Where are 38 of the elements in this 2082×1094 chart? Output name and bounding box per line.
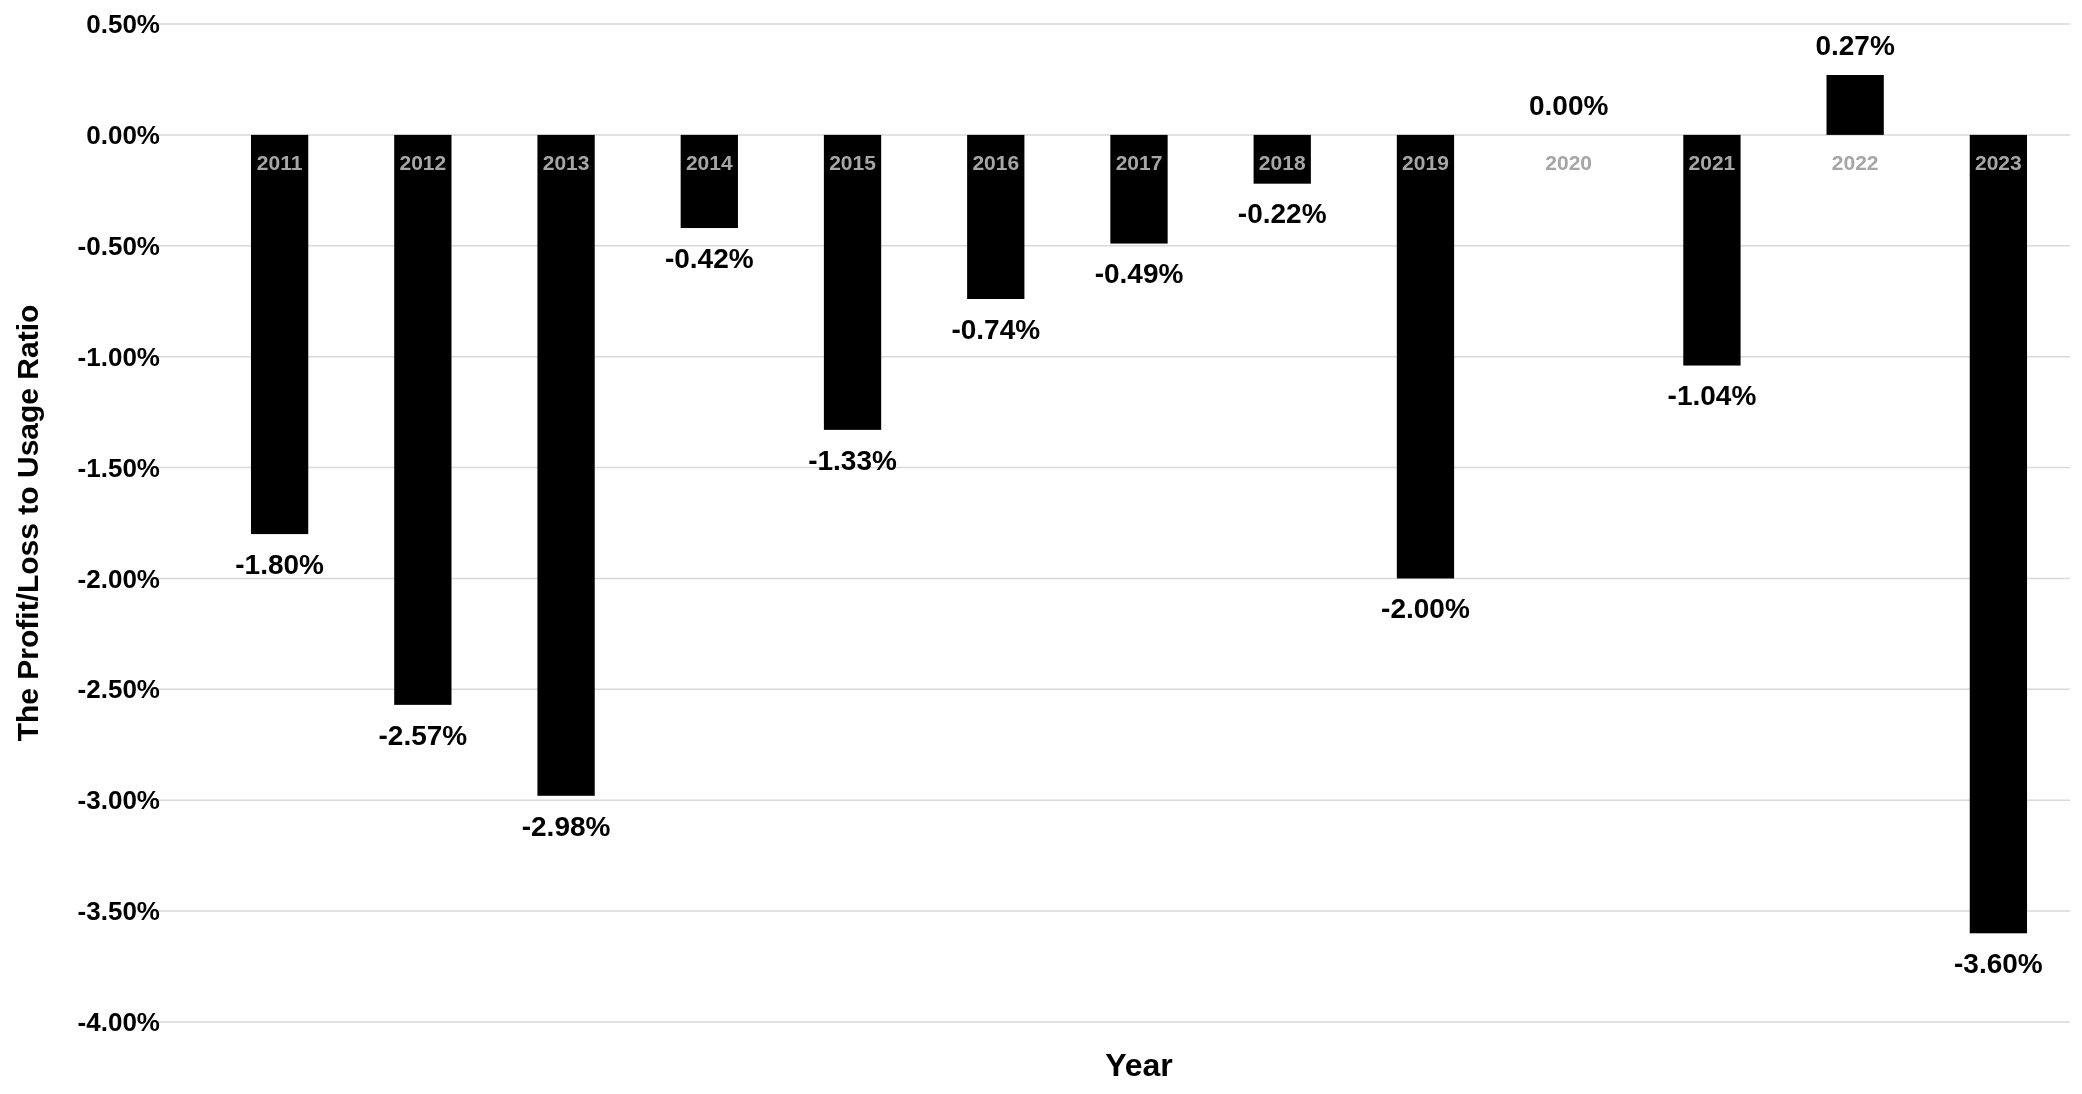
x-tick-label: 2021: [1688, 151, 1736, 175]
data-label: -1.33%: [808, 444, 897, 476]
data-label: 0.00%: [1528, 89, 1609, 121]
y-tick-label: -2.50%: [77, 674, 160, 705]
y-axis-title: The Profit/Loss to Usage Ratio: [11, 304, 44, 742]
x-tick-label: 2012: [399, 151, 447, 175]
y-tick-label: -0.50%: [77, 230, 160, 261]
x-tick-label: 2015: [829, 151, 877, 175]
y-tick-label: -2.00%: [77, 563, 160, 594]
x-tick-label: 2019: [1402, 151, 1449, 175]
y-tick-label: 0.00%: [86, 119, 160, 150]
x-tick-label: 2022: [1831, 151, 1879, 175]
x-tick-label: 2023: [1975, 151, 2022, 175]
x-tick-label: 2018: [1258, 151, 1306, 175]
x-tick-label: 2013: [542, 151, 590, 175]
y-tick-label: -1.50%: [77, 452, 160, 483]
data-label: -0.22%: [1237, 198, 1327, 230]
data-label: -2.00%: [1381, 593, 1470, 625]
data-label: -2.57%: [378, 719, 468, 751]
y-tick-label: -4.00%: [77, 1007, 160, 1038]
x-tick-label: 2017: [1115, 151, 1163, 175]
y-tick-label: -3.00%: [77, 785, 160, 816]
x-tick-label: 2020: [1545, 151, 1593, 175]
x-tick-label: 2011: [256, 151, 303, 175]
data-label: -0.49%: [1094, 258, 1184, 290]
x-tick-label: 2014: [685, 151, 733, 175]
x-axis-title: Year: [1105, 1047, 1173, 1083]
y-tick-label: 0.50%: [86, 9, 160, 40]
data-label: -1.04%: [1667, 380, 1757, 412]
data-label: -3.60%: [1954, 948, 2043, 980]
y-tick-label: -3.50%: [77, 896, 160, 927]
data-label: 0.27%: [1815, 29, 1895, 61]
x-tick-label: 2016: [972, 151, 1020, 175]
y-tick-label: -1.00%: [77, 341, 160, 372]
data-label: -0.42%: [664, 242, 754, 274]
data-label: -1.80%: [235, 548, 325, 580]
data-label: -0.74%: [951, 313, 1041, 345]
data-label: -2.98%: [521, 810, 611, 842]
